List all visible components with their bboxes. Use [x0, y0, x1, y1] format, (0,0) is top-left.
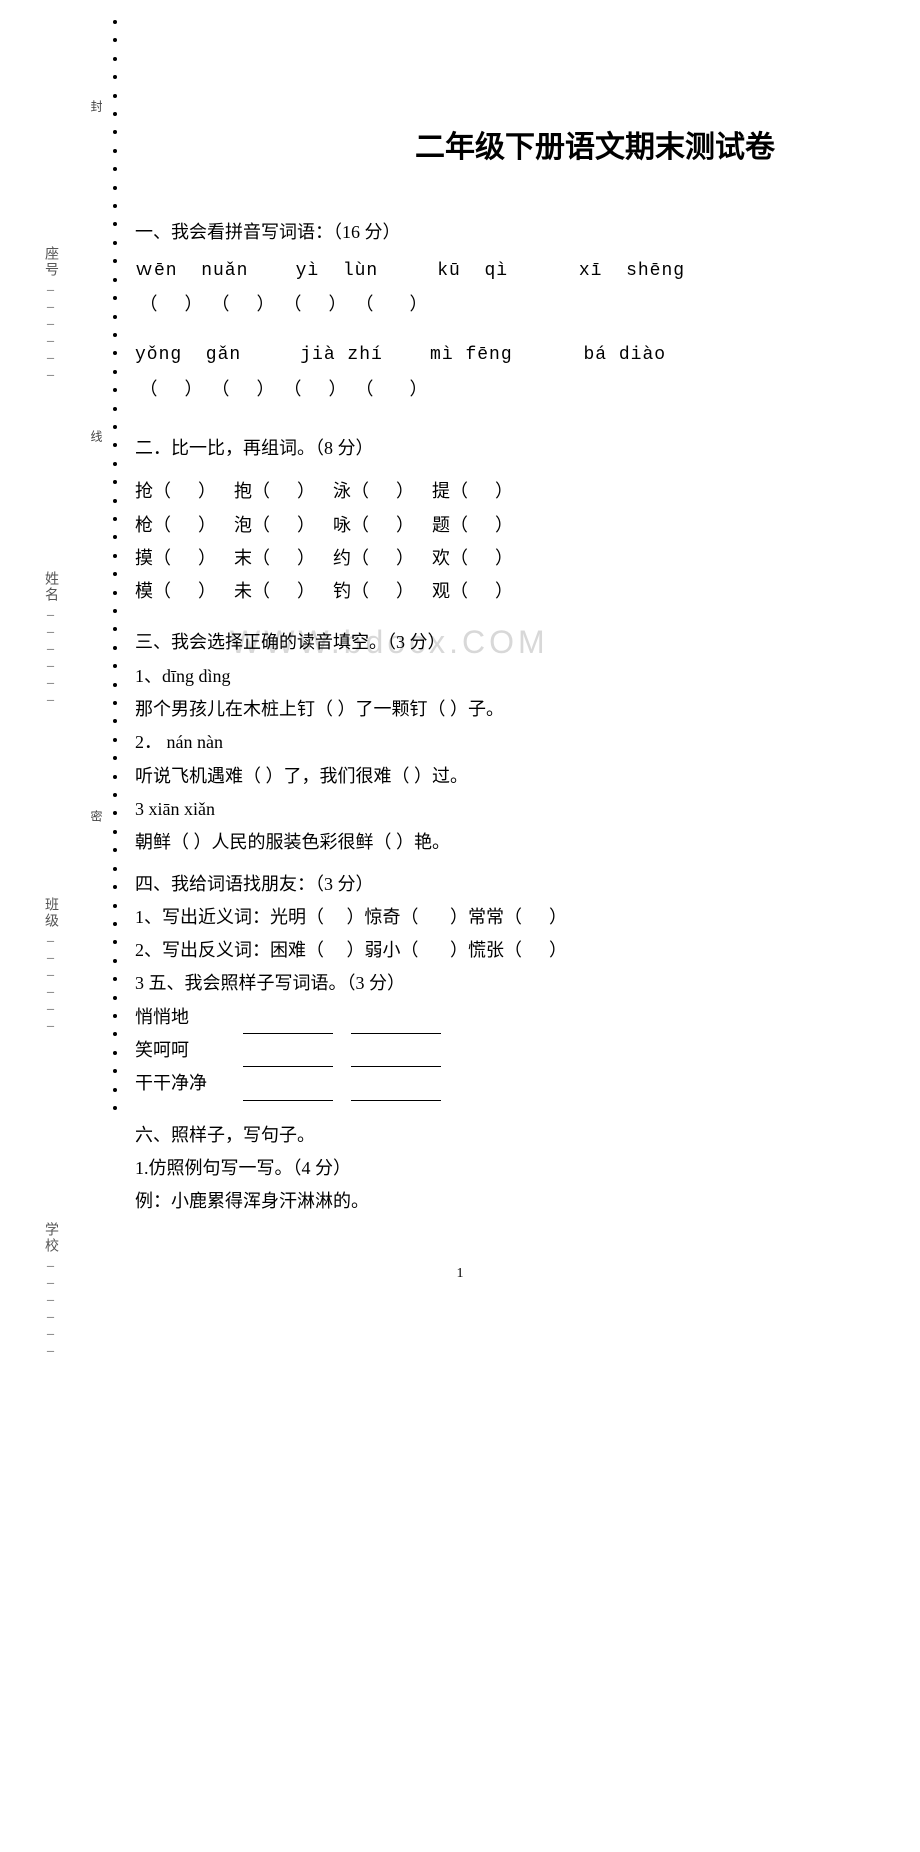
section-1-head: 一、我会看拼音写词语：（16 分）	[135, 216, 920, 249]
s3-l6: 朝鲜（ ）人民的服装色彩很鲜（ ）艳。	[135, 826, 920, 859]
paren-row-1: （ ） （ ） （ ） （ ）	[135, 288, 920, 321]
s3-l4: 听说飞机遇难（ ）了，我们很难（ ）过。	[135, 760, 920, 793]
seal-column: 封 线 密	[88, 40, 102, 860]
side-name: 姓名______	[30, 571, 60, 705]
section-4-head: 四、我给词语找朋友：（3 分）	[135, 868, 920, 901]
page-title: 二年级下册语文期末测试卷	[135, 120, 920, 176]
s4-l2: 2、写出反义词：困难（ ）弱小（ ）慌张（ ）	[135, 934, 920, 967]
side-labels: 学校______ 班级______ 姓名______ 座号______	[30, 0, 60, 1852]
section-3-head: 三、我会选择正确的读音填空。（3 分）	[135, 626, 920, 659]
pinyin-row-2: yǒng gǎn jià zhí mì fēng bá diào	[135, 339, 920, 372]
s2-r2: 枪（ ） 泡（ ） 咏（ ） 题（ ）	[135, 509, 920, 542]
side-seat: 座号______	[30, 246, 60, 380]
s3-l1: 1、dīng dìng	[135, 660, 920, 693]
s2-r4: 模（ ） 未（ ） 钓（ ） 观（ ）	[135, 575, 920, 608]
s5-w2: 笑呵呵	[135, 1034, 920, 1067]
section-5-head: 3 五、我会照样子写词语。（3 分）	[135, 967, 920, 1000]
s6-l2: 例：小鹿累得浑身汗淋淋的。	[135, 1185, 920, 1218]
page-number: 1	[0, 1266, 920, 1282]
s3-l3: 2． nán nàn	[135, 726, 920, 759]
paren-row-2: （ ） （ ） （ ） （ ）	[135, 373, 920, 406]
content: 二年级下册语文期末测试卷 一、我会看拼音写词语：（16 分） ｗēn nuǎn …	[135, 120, 920, 1219]
s2-r1: 抢（ ） 抱（ ） 泳（ ） 提（ ）	[135, 475, 920, 508]
section-2-head: 二．比一比，再组词。（8 分）	[135, 432, 920, 465]
s3-l2: 那个男孩儿在木桩上钉（ ）了一颗钉（ ）子。	[135, 693, 920, 726]
page: 学校______ 班级______ 姓名______ 座号______ 封 线 …	[0, 0, 920, 1302]
section-6-head: 六、照样子，写句子。	[135, 1119, 920, 1152]
s5-w3: 干干净净	[135, 1067, 920, 1100]
s5-w1: 悄悄地	[135, 1001, 920, 1034]
side-class: 班级______	[30, 897, 60, 1031]
s4-l1: 1、写出近义词：光明（ ）惊奇（ ）常常（ ）	[135, 901, 920, 934]
s6-l1: 1.仿照例句写一写。（4 分）	[135, 1152, 920, 1185]
s3-l5: 3 xiān xiǎn	[135, 793, 920, 826]
pinyin-row-1: ｗēn nuǎn yì lùn kū qì xī shēng	[135, 255, 920, 288]
side-school: 学校______	[30, 1222, 60, 1356]
dotted-line	[110, 20, 120, 1110]
s2-r3: 摸（ ） 末（ ） 约（ ） 欢（ ）	[135, 542, 920, 575]
